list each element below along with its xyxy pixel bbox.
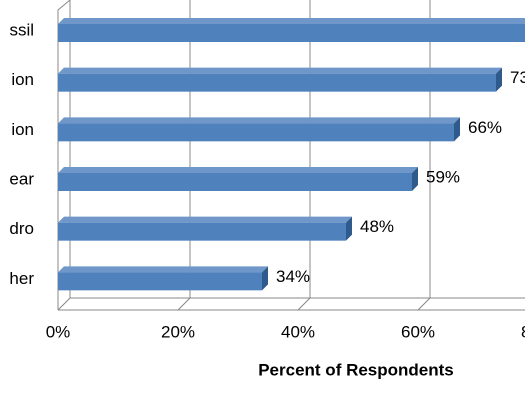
x-tick-label: 80% (521, 322, 525, 341)
bar (58, 18, 525, 42)
bar-side (412, 167, 418, 191)
x-tick-label: 60% (401, 322, 435, 341)
bar-front (58, 272, 262, 291)
x-tick-label: 0% (46, 322, 71, 341)
y-tick-label: ear (9, 169, 34, 188)
bar-side (454, 117, 460, 142)
grid-line (297, 0, 311, 311)
x-tick-label: 20% (161, 322, 195, 341)
data-label: 48% (360, 217, 394, 236)
y-tick-label: ion (11, 70, 34, 89)
y-tick-label: dro (9, 219, 34, 238)
bar-front (58, 24, 525, 42)
grid-line (417, 0, 431, 311)
y-tick-label: her (9, 269, 34, 288)
data-label: 34% (276, 267, 310, 286)
data-label: 66% (468, 118, 502, 137)
data-label: 73% (510, 68, 525, 87)
bar (58, 266, 268, 291)
bar (58, 67, 502, 92)
x-axis-label: Percent of Respondents (258, 360, 454, 379)
bar-front (58, 173, 412, 191)
data-label: 59% (426, 167, 460, 186)
grid-line (57, 0, 71, 311)
bar-top (58, 266, 268, 273)
bar (58, 167, 418, 191)
y-tick-label: ion (11, 120, 34, 139)
bar (58, 117, 460, 142)
bar-top (58, 18, 525, 24)
bar-top (58, 117, 460, 124)
x-tick-label: 40% (281, 322, 315, 341)
bar-top (58, 216, 352, 223)
grid-line (177, 0, 191, 311)
bar-side (346, 216, 352, 241)
y-tick-label: ssil (9, 20, 34, 39)
bar-front (58, 222, 346, 241)
bar-top (58, 67, 502, 74)
left-wall (57, 0, 71, 310)
bar (58, 216, 352, 241)
bar-top (58, 167, 418, 173)
bar-front (58, 73, 496, 92)
bar-side (262, 266, 268, 291)
bar-side (496, 67, 502, 92)
bar-front (58, 123, 454, 142)
